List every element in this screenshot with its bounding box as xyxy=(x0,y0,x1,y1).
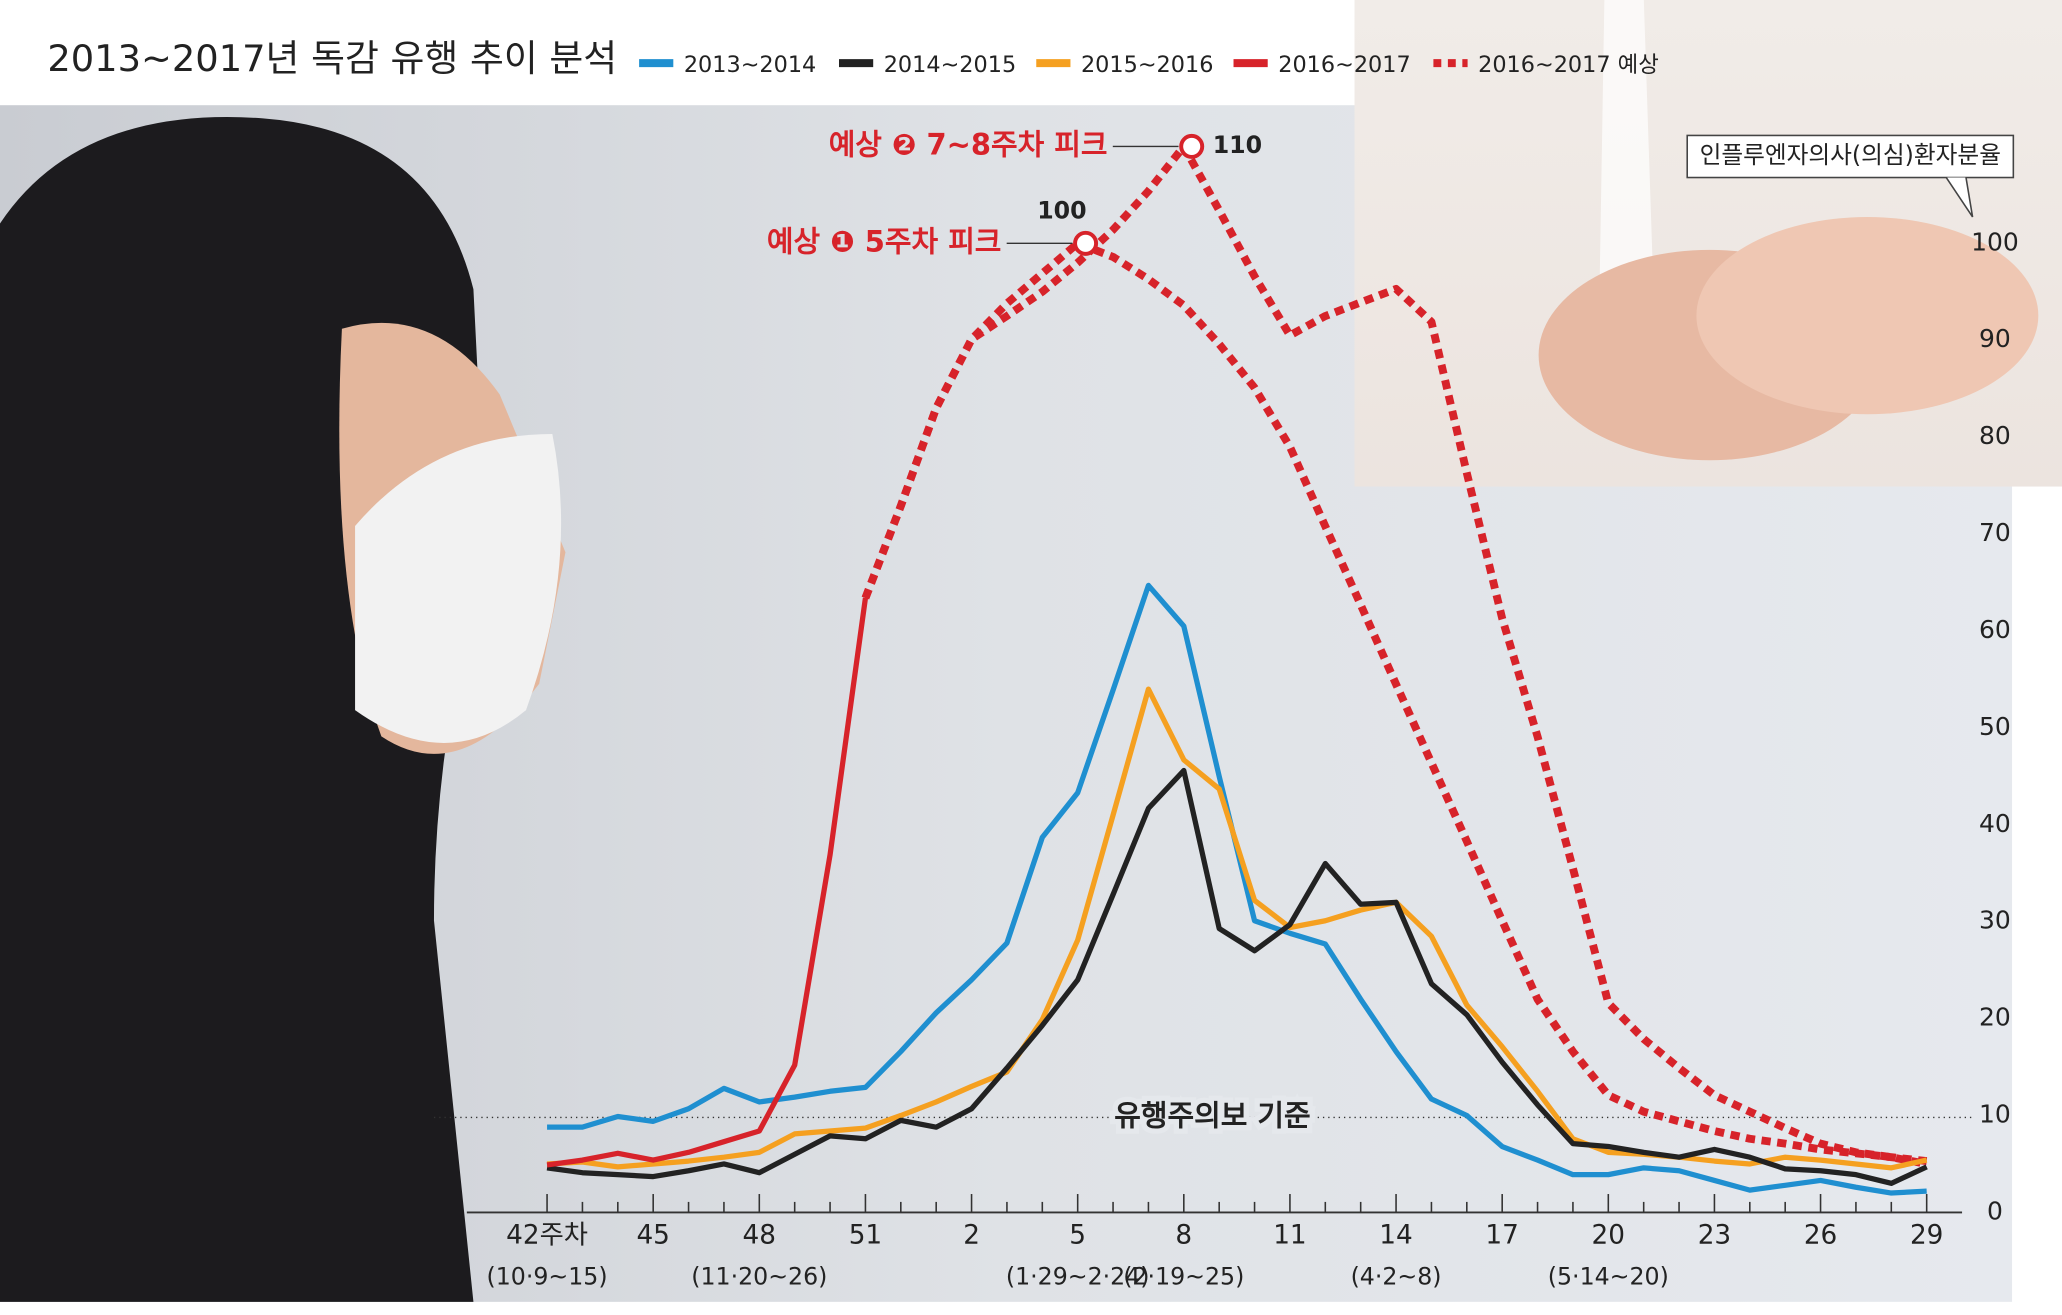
annotation-value: 110 xyxy=(1213,131,1262,159)
x-tick-label: 29 xyxy=(1910,1221,1943,1251)
y-tick-label: 40 xyxy=(1979,809,2011,838)
x-tick-label: 48 xyxy=(743,1221,776,1251)
series-line xyxy=(546,686,1928,1171)
y-tick-label: 70 xyxy=(1979,518,2011,547)
x-sublabel: (2·19~25) xyxy=(1123,1263,1244,1291)
callout-tail xyxy=(1945,177,1974,218)
legend-label: 2015~2016 xyxy=(1081,52,1213,78)
peak-marker xyxy=(1073,230,1099,256)
x-tick-label: 17 xyxy=(1485,1221,1518,1251)
x-sublabel: (5·14~20) xyxy=(1548,1263,1669,1291)
y-tick-label: 50 xyxy=(1979,712,2011,741)
y-tick-label: 30 xyxy=(1979,906,2011,935)
y-tick-label: 90 xyxy=(1979,324,2011,353)
x-sublabel: (11·20~26) xyxy=(691,1263,827,1291)
y-axis-label-box xyxy=(1686,134,2015,179)
x-tick-label: 14 xyxy=(1379,1221,1412,1251)
annotation-label: 예상 ❶ 5주차 피크 xyxy=(767,224,1001,258)
legend-label: 2013~2014 xyxy=(684,52,816,78)
y-tick-label: 100 xyxy=(1971,227,2019,256)
forecast-line xyxy=(861,239,1928,1165)
x-sublabel: (1·29~2·24) xyxy=(1006,1263,1150,1291)
x-sublabel: (4·2~8) xyxy=(1351,1263,1442,1291)
legend-label: 2016~2017 xyxy=(1278,52,1410,78)
x-tick-label: 11 xyxy=(1273,1221,1306,1251)
x-tick-label: 23 xyxy=(1698,1221,1731,1251)
x-tick-label: 20 xyxy=(1592,1221,1625,1251)
x-tick-label: 2 xyxy=(963,1221,980,1251)
x-tick-label: 51 xyxy=(849,1221,882,1251)
y-tick-label: 0 xyxy=(1987,1196,2003,1225)
y-tick-label: 20 xyxy=(1979,1003,2011,1032)
peak-marker xyxy=(1179,133,1205,159)
x-tick-label: 5 xyxy=(1069,1221,1086,1251)
annotation-value: 100 xyxy=(1037,196,1086,224)
x-sublabel: (10·9~15) xyxy=(487,1263,608,1291)
x-tick-label: 42주차 xyxy=(506,1221,588,1251)
annotation-label: 예상 ❷ 7~8주차 피크 xyxy=(829,127,1108,161)
x-tick-label: 8 xyxy=(1175,1221,1192,1251)
y-axis-label: 인플루엔자의사(의심)환자분율 xyxy=(1700,141,2001,169)
x-tick-label: 26 xyxy=(1804,1221,1837,1251)
series-line xyxy=(546,597,869,1168)
threshold-label: 유행주의보 기준 xyxy=(1114,1098,1310,1132)
y-tick-label: 10 xyxy=(1979,1100,2011,1129)
legend-label: 2014~2015 xyxy=(884,52,1016,78)
hand xyxy=(1696,216,2039,415)
photo-woman-mask xyxy=(355,433,562,743)
legend-label: 2016~2017 예상 xyxy=(1478,52,1659,78)
series-line xyxy=(546,767,1928,1186)
chart-title: 2013~2017년 독감 유행 추이 분석 xyxy=(47,37,617,80)
y-tick-label: 60 xyxy=(1979,615,2011,644)
y-tick-label: 80 xyxy=(1979,421,2011,450)
forecast-line xyxy=(861,142,1928,1168)
x-tick-label: 45 xyxy=(636,1221,669,1251)
